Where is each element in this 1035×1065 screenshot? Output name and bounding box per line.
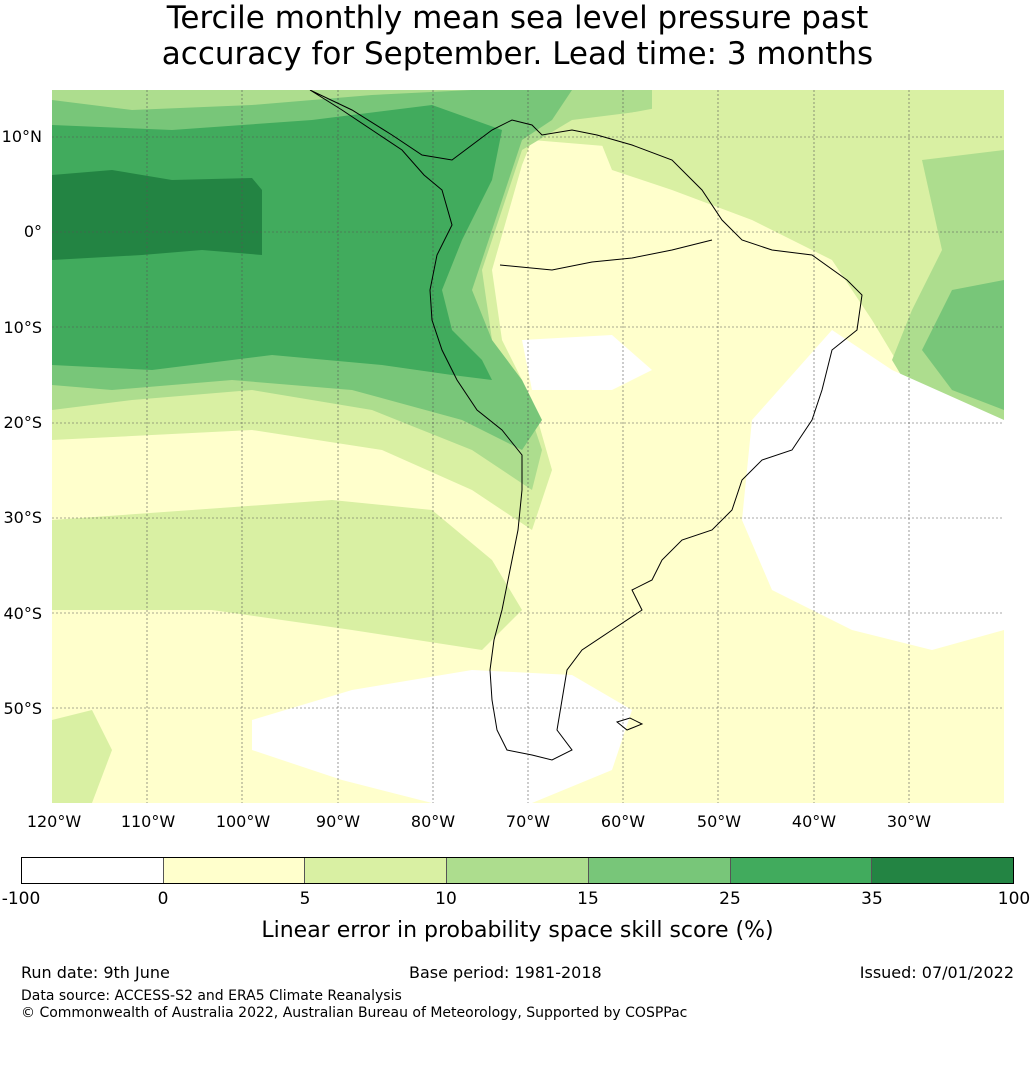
colorbar — [21, 857, 1014, 884]
issued-date: Issued: 07/01/2022 — [859, 963, 1014, 982]
lon-label-60w: 60°W — [600, 812, 646, 831]
colorbar-tick: 15 — [577, 889, 599, 909]
lon-label-100w: 100°W — [215, 812, 271, 831]
title-line-1: Tercile monthly mean sea level pressure … — [166, 0, 869, 36]
colorbar-tick: 25 — [719, 889, 741, 909]
south-band-corner — [52, 710, 112, 803]
colorbar-segment — [305, 858, 448, 883]
lat-label-50s: 50°S — [3, 699, 42, 718]
colorbar-segment — [163, 858, 306, 883]
colorbar-segment — [447, 858, 589, 883]
gridlines — [52, 90, 1004, 803]
lon-label-80w: 80°W — [410, 812, 456, 831]
map-title: Tercile monthly mean sea level pressure … — [0, 0, 1035, 72]
lat-label-10n: 10°N — [1, 127, 42, 146]
lon-label-50w: 50°W — [696, 812, 742, 831]
run-date: Run date: 9th June — [21, 963, 170, 982]
lon-label-40w: 40°W — [791, 812, 837, 831]
lon-label-90w: 90°W — [315, 812, 361, 831]
colorbar-tick: 5 — [299, 889, 311, 909]
colorbar-tick: 0 — [157, 889, 169, 909]
colorbar-label: Linear error in probability space skill … — [261, 918, 774, 943]
lon-label-120w: 120°W — [26, 812, 82, 831]
south-pacific-band — [52, 500, 522, 650]
colorbar-tick: 35 — [861, 889, 883, 909]
lat-label-40s: 40°S — [3, 604, 42, 623]
atlantic-band-15-25 — [922, 280, 1004, 410]
base-period: Base period: 1981-2018 — [409, 963, 602, 982]
atlantic-low-skill — [742, 330, 1004, 650]
data-source: Data source: ACCESS-S2 and ERA5 Climate … — [21, 988, 402, 1004]
copyright: © Commonwealth of Australia 2022, Austra… — [21, 1005, 688, 1021]
ocean-band-35-100 — [52, 170, 262, 260]
colorbar-segment — [872, 858, 1014, 883]
falkland-islands — [615, 717, 644, 731]
lon-label-110w: 110°W — [120, 812, 176, 831]
interior-low-skill — [522, 335, 652, 390]
title-line-2: accuracy for September. Lead time: 3 mon… — [161, 36, 874, 72]
south-america-coastline — [309, 90, 863, 761]
patagonia-low-skill — [252, 670, 632, 803]
colorbar-segment — [588, 858, 731, 883]
lat-label-10s: 10°S — [3, 318, 42, 337]
skill-score-map — [52, 90, 1004, 803]
colorbar-tick: -100 — [1, 889, 41, 909]
amazon-river — [499, 239, 713, 271]
lon-label-30w: 30°W — [886, 812, 932, 831]
lon-label-70w: 70°W — [505, 812, 551, 831]
colorbar-tick: 10 — [435, 889, 457, 909]
colorbar-tick: 100 — [997, 889, 1031, 909]
ocean-band-25-35 — [52, 105, 502, 380]
lat-label-0: 0° — [23, 222, 42, 241]
lat-label-20s: 20°S — [3, 413, 42, 432]
colorbar-segment — [22, 858, 164, 883]
lat-label-30s: 30°S — [3, 508, 42, 527]
colorbar-segment — [730, 858, 873, 883]
